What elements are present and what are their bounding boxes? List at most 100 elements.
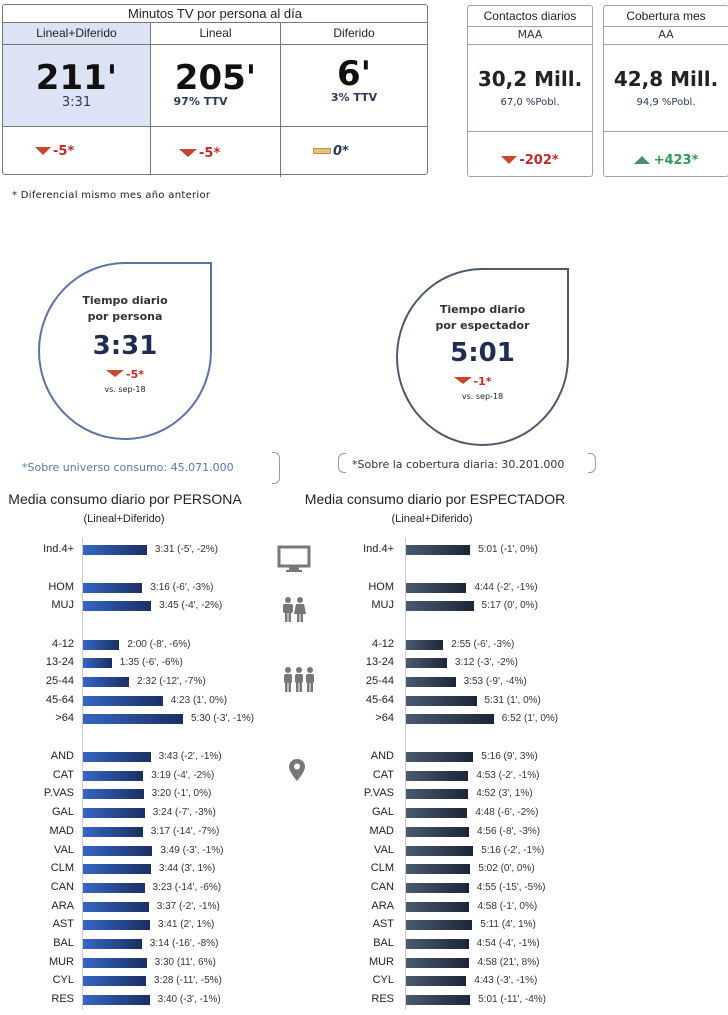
- category-label: BAL: [53, 937, 74, 949]
- card-cobertura-mes: Cobertura mes AA 42,8 Mill. 94,9 %Pobl. …: [603, 5, 728, 177]
- data-label: 4:58 (21', 8%): [477, 957, 539, 968]
- data-label: 5:02 (0', 0%): [478, 863, 534, 874]
- footnote: * Diferencial mismo mes año anterior: [12, 190, 211, 201]
- category-label: MUJ: [51, 599, 74, 611]
- delta: (-11', -5%): [176, 975, 222, 987]
- chart-title-persona: Media consumo diario por PERSONA: [8, 491, 242, 507]
- delta: (-3', -1%): [182, 844, 224, 856]
- bar: [83, 583, 143, 593]
- data-label: 4:52 (3', 1%): [476, 788, 532, 799]
- delta: (-4', -2%): [173, 769, 215, 781]
- data-label: 3:19 (-4', -2%): [151, 770, 214, 781]
- sub-value: 97% TTV: [173, 95, 228, 108]
- category-label: P.VAS: [363, 787, 394, 800]
- category-label: MUJ: [371, 599, 394, 611]
- delta: (-9', -4%): [485, 676, 527, 687]
- bar: [83, 864, 151, 875]
- card-delta: -202*: [468, 149, 592, 168]
- category-label: CAN: [370, 880, 394, 893]
- card-value: 30,2 Mill.: [477, 67, 583, 91]
- category-label: 45-64: [45, 694, 74, 706]
- delta: 0*: [333, 144, 349, 159]
- delta: (-3', -2%): [477, 657, 518, 668]
- delta: (9', 3%): [503, 751, 538, 762]
- value: 4:58: [477, 900, 497, 912]
- bar: [83, 826, 143, 837]
- data-label: 3:12 (-3', -2%): [455, 657, 518, 668]
- bar: [83, 770, 144, 781]
- bar: [83, 677, 130, 687]
- category-label: 13-24: [45, 656, 74, 668]
- data-label: 3:23 (-14', -6%): [153, 882, 222, 893]
- value: 4:54: [476, 938, 497, 949]
- category-label: HOM: [48, 581, 74, 593]
- delta: (-4', -2%): [181, 600, 223, 611]
- delta: (-3', -1%): [496, 975, 538, 987]
- bar: [406, 770, 469, 781]
- card-sub: AA: [604, 27, 728, 45]
- category-label: MAD: [369, 824, 394, 837]
- bar: [83, 808, 145, 819]
- sub-value: 3% TTV: [330, 91, 378, 104]
- data-label: 5:17 (0', 0%): [482, 600, 538, 611]
- bar: [83, 882, 145, 893]
- value: 3:45: [159, 600, 179, 611]
- delta: (-1', 0%): [499, 900, 538, 912]
- bracket-right: [272, 452, 280, 484]
- value: 5:17: [481, 600, 501, 611]
- bar: [83, 845, 153, 856]
- category-label: CYL: [52, 974, 74, 987]
- down-arrow-icon: [501, 155, 518, 164]
- delta: (-8', -6%): [149, 639, 191, 650]
- location-pin-icon: [289, 759, 305, 781]
- chart-title-espectador: Media consumo diario por ESPECTADOR: [304, 491, 566, 507]
- delta: (-2', -1%): [503, 844, 545, 856]
- delta: (-12', -7%): [159, 676, 206, 687]
- delta-cell: -5*: [151, 127, 281, 177]
- bar: [406, 714, 494, 724]
- category-label: Ind.4+: [363, 543, 394, 555]
- down-arrow-icon: [106, 370, 124, 377]
- chart-axis: [405, 538, 406, 1010]
- data-label: 4:54 (-4', -1%): [477, 938, 540, 949]
- bar: [83, 545, 147, 555]
- data-label: 3:41 (2', 1%): [158, 919, 214, 930]
- card-title: Contactos diarios: [468, 6, 592, 27]
- delta: (-6', -2%): [497, 807, 539, 819]
- category-label: GAL: [51, 806, 74, 819]
- drop-delta: -5*: [126, 368, 144, 381]
- bar: [406, 901, 470, 912]
- category-label: RES: [51, 993, 74, 1006]
- value: 3:17: [150, 825, 171, 837]
- delta: (1', 0%): [524, 713, 559, 724]
- data-label: 6:52 (1', 0%): [502, 713, 558, 724]
- card-contactos-diarios: Contactos diarios MAA 30,2 Mill. 67,0 %P…: [467, 5, 593, 177]
- category-label: CLM: [50, 862, 74, 875]
- data-label: 3:14 (-16', -8%): [150, 938, 219, 949]
- bar: [406, 995, 471, 1006]
- delta: (-3', -1%): [179, 994, 221, 1006]
- bar: [406, 696, 477, 706]
- delta: (-2', -1%): [496, 582, 538, 593]
- value: 3:28: [154, 975, 174, 987]
- bar: [406, 789, 469, 800]
- category-label: 45-64: [365, 694, 394, 706]
- delta: (3', 1%): [181, 863, 216, 875]
- value: 4:58: [477, 956, 497, 968]
- category-label: 25-44: [365, 675, 394, 687]
- value: 5:11: [480, 919, 499, 931]
- value: 3:24: [152, 807, 173, 819]
- card-value-cell: 42,8 Mill. 94,9 %Pobl.: [604, 45, 728, 132]
- flat-indicator-icon: [313, 147, 331, 154]
- category-label: CYL: [372, 974, 394, 987]
- delta: (-15', -5%): [499, 881, 546, 893]
- bar: [83, 939, 142, 949]
- value: 4:44: [474, 582, 494, 593]
- data-label: 4:58 (-1', 0%): [477, 901, 537, 912]
- drop-delta: -1*: [473, 375, 492, 388]
- data-label: 3:30 (11', 6%): [155, 957, 216, 968]
- bar: [406, 957, 470, 968]
- value: 4:55: [476, 881, 497, 893]
- card-delta: +423*: [604, 149, 728, 168]
- delta: (3', 1%): [498, 788, 533, 800]
